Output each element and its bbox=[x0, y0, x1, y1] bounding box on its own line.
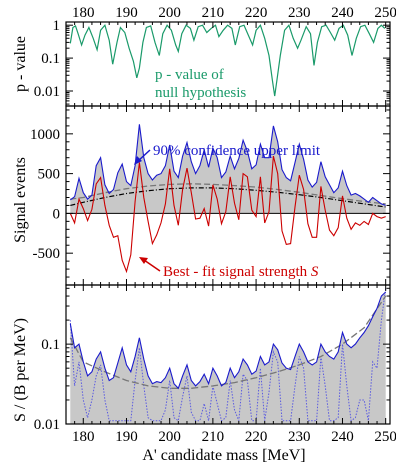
best-fit-label-symbol: S bbox=[311, 264, 319, 280]
bottom-upper-limit-line bbox=[69, 291, 387, 390]
series-lines bbox=[66, 23, 390, 422]
y-tick-label-1-500: 500 bbox=[38, 167, 61, 183]
x-tick-label-bottom-240: 240 bbox=[331, 429, 354, 445]
x-tick-label-bottom-190: 190 bbox=[115, 429, 138, 445]
p-value-annotation-line-2: null hypothesis bbox=[155, 85, 246, 101]
bottom-best-fit-line bbox=[69, 288, 387, 422]
panel-frames bbox=[65, 21, 391, 425]
x-tick-label-top-220: 220 bbox=[245, 5, 268, 21]
x-tick-label-top-180: 180 bbox=[72, 5, 95, 21]
middle-y-axis-label: Signal events bbox=[12, 157, 29, 243]
best-fit-label-text: Best - fit signal strength bbox=[163, 264, 311, 280]
x-tick-label-bottom-200: 200 bbox=[158, 429, 181, 445]
tick-marks bbox=[65, 22, 390, 425]
middle-dashed-envelope bbox=[70, 183, 386, 205]
best-fit-label: Best - fit signal strength S bbox=[163, 264, 319, 280]
best-fit-arrowhead bbox=[139, 257, 148, 264]
p-value-annotation-line-1: p - value of bbox=[155, 67, 224, 83]
x-tick-label-bottom-210: 210 bbox=[202, 429, 225, 445]
x-tick-label-top-210: 210 bbox=[202, 5, 225, 21]
best-fit-line bbox=[69, 155, 386, 274]
y-tick-label-0-0.1: 0.1 bbox=[41, 51, 60, 67]
panel-frame-2 bbox=[65, 284, 391, 425]
upper-limit-label: 90% confidence upper limit bbox=[153, 143, 321, 159]
x-tick-label-top-250: 250 bbox=[374, 5, 396, 21]
upper-limit-line bbox=[69, 124, 386, 206]
x-tick-label-bottom-250: 250 bbox=[374, 429, 396, 445]
x-tick-label-top-230: 230 bbox=[288, 5, 311, 21]
x-tick-label-bottom-220: 220 bbox=[245, 429, 268, 445]
middle-median-line bbox=[70, 187, 386, 208]
upper-limit-annotation: 90% confidence upper limit bbox=[134, 143, 321, 165]
x-tick-label-top-240: 240 bbox=[331, 5, 354, 21]
bottom-y-axis-label: S / (B per MeV) bbox=[12, 318, 29, 422]
y-tick-label-1-0: 0 bbox=[53, 206, 61, 222]
x-axis-label: A' candidate mass [MeV] bbox=[142, 447, 305, 464]
tick-labels: 180 190 200 210 220 230 240 250 180 190 200 210 220 2… bbox=[30, 5, 396, 445]
y-tick-label-0-0.01: 0.01 bbox=[34, 84, 60, 100]
best-fit-annotation: Best - fit signal strength S bbox=[139, 257, 319, 280]
top-y-axis-label: p - value bbox=[12, 36, 29, 92]
upper-limit-arrowhead bbox=[134, 156, 142, 165]
y-tick-label-2-0.1: 0.1 bbox=[41, 337, 60, 353]
y-tick-label-1--500: -500 bbox=[33, 246, 61, 262]
x-tick-label-top-190: 190 bbox=[115, 5, 138, 21]
p-value-annotation: p - value of null hypothesis bbox=[155, 67, 246, 101]
x-tick-label-bottom-180: 180 bbox=[72, 429, 95, 445]
y-tick-label-1-1000: 1000 bbox=[30, 127, 60, 143]
x-tick-label-bottom-230: 230 bbox=[288, 429, 311, 445]
best-fit-arrow bbox=[143, 259, 161, 272]
y-tick-label-2-0.01: 0.01 bbox=[34, 417, 60, 433]
p-value-line bbox=[69, 23, 386, 97]
bottom-band-fill bbox=[70, 292, 386, 424]
x-tick-label-top-200: 200 bbox=[158, 5, 181, 21]
y-tick-label-0-1: 1 bbox=[53, 18, 61, 34]
